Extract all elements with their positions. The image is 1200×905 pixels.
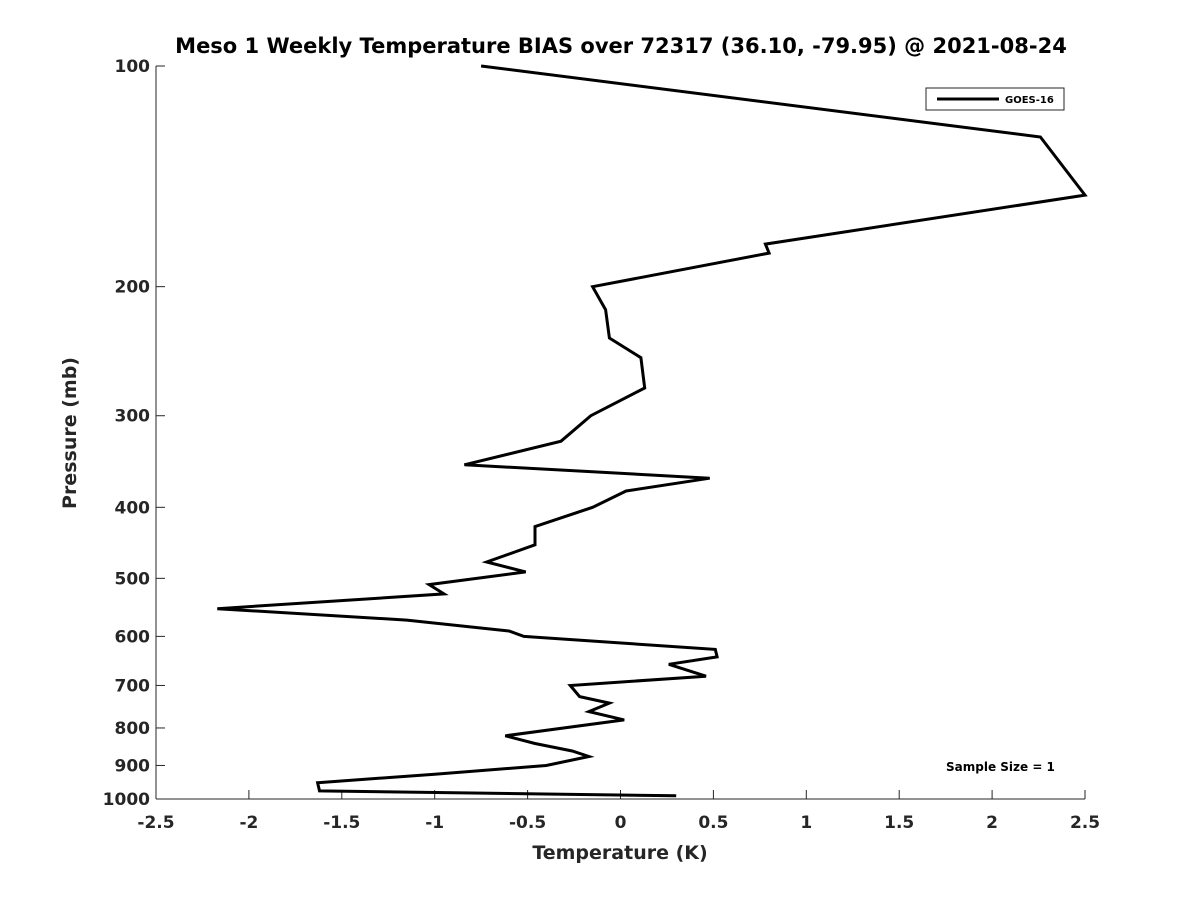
y-tick-label: 100: [115, 57, 151, 77]
y-ticks: 100 200 300 400 500 600 700 800 900 1000: [103, 57, 165, 810]
x-ticks: -2.5 -2 -1.5 -1 -0.5 0 0.5 1 1.5 2 2.5: [137, 790, 1100, 833]
sample-size-annotation: Sample Size = 1: [946, 760, 1055, 774]
y-tick-label: 700: [115, 676, 151, 696]
y-tick-label: 1000: [103, 790, 150, 810]
x-tick-label: -2.5: [137, 813, 174, 833]
x-tick-label: -0.5: [509, 813, 546, 833]
series-line-goes-16: [217, 64, 1088, 798]
x-tick-label: 2: [986, 813, 998, 833]
y-tick-label: 300: [115, 407, 151, 427]
x-tick-label: 0.5: [698, 813, 728, 833]
chart-title: Meso 1 Weekly Temperature BIAS over 7231…: [175, 34, 1067, 58]
x-tick-label: 1.5: [884, 813, 914, 833]
y-tick-label: 200: [115, 278, 151, 298]
y-tick-label: 400: [115, 498, 151, 518]
legend: GOES-16: [925, 87, 1065, 111]
x-axis-label: Temperature (K): [532, 842, 707, 864]
x-tick-label: -1.5: [323, 813, 360, 833]
y-tick-label: 800: [115, 719, 151, 739]
x-tick-label: 0: [615, 813, 627, 833]
x-tick-label: -2: [239, 813, 258, 833]
legend-label: GOES-16: [1005, 95, 1054, 106]
y-tick-label: 600: [115, 627, 151, 647]
x-tick-label: 1: [800, 813, 812, 833]
series-layer: [217, 64, 1088, 798]
y-tick-label: 500: [115, 569, 151, 589]
x-tick-label: -1: [425, 813, 444, 833]
x-tick-label: 2.5: [1070, 813, 1100, 833]
y-tick-label: 900: [115, 756, 151, 776]
y-axis-label: Pressure (mb): [59, 357, 81, 509]
